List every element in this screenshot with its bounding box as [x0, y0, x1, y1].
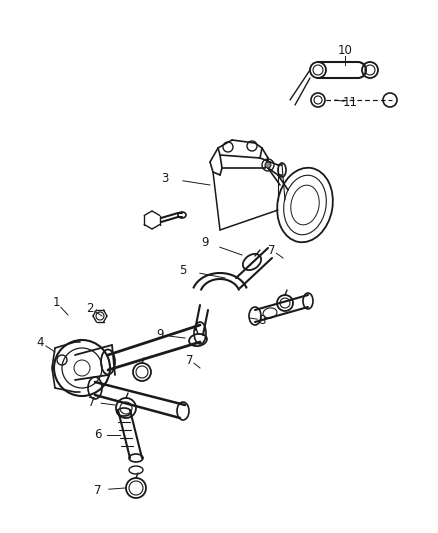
- Text: 9: 9: [156, 328, 164, 342]
- Text: 10: 10: [338, 44, 353, 56]
- Text: 11: 11: [343, 95, 357, 109]
- Text: 4: 4: [36, 335, 44, 349]
- Text: 7: 7: [186, 353, 194, 367]
- Text: 3: 3: [161, 172, 169, 184]
- Text: 7: 7: [268, 244, 276, 256]
- Text: 1: 1: [52, 295, 60, 309]
- Text: 6: 6: [94, 429, 102, 441]
- Text: 8: 8: [258, 313, 266, 327]
- Text: 2: 2: [86, 302, 94, 314]
- Text: 9: 9: [201, 236, 209, 248]
- Text: 7: 7: [94, 483, 102, 497]
- Circle shape: [265, 162, 271, 168]
- Text: 7: 7: [88, 395, 96, 408]
- Text: 5: 5: [179, 263, 187, 277]
